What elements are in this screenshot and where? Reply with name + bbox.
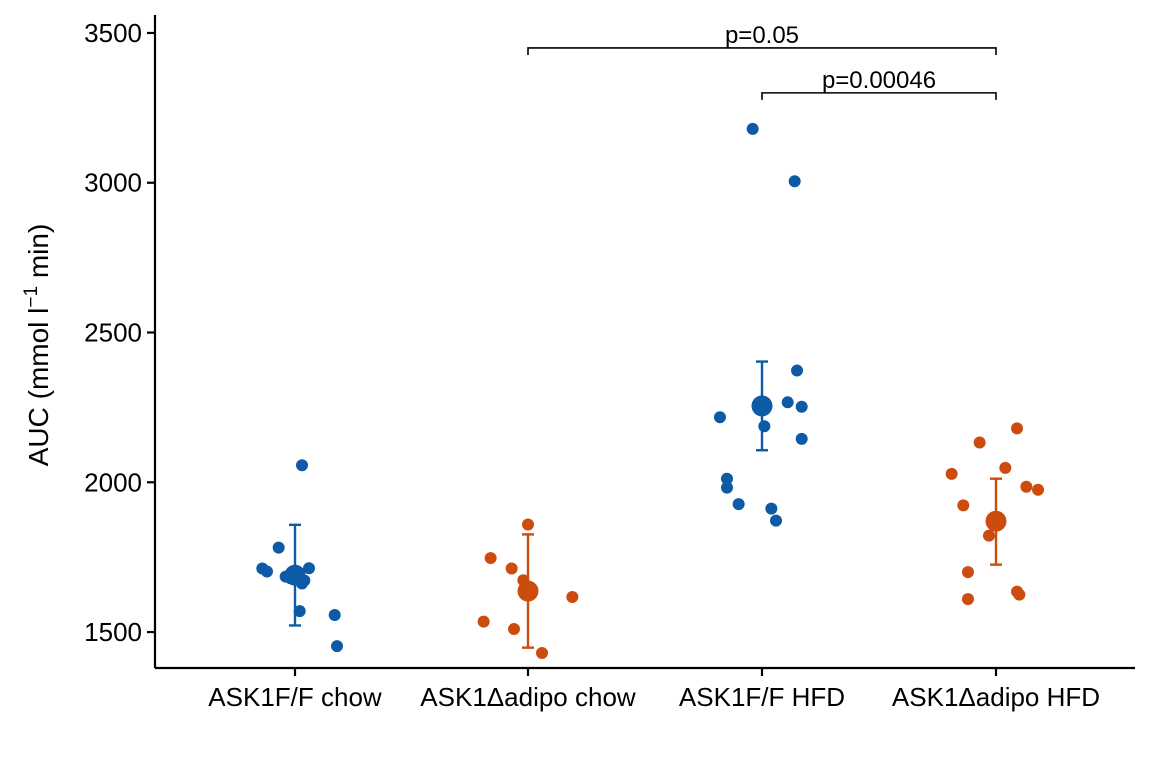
data-point xyxy=(505,562,518,575)
y-tick-label: 1500 xyxy=(84,617,142,647)
data-point xyxy=(758,420,771,433)
data-point xyxy=(566,591,579,604)
data-point xyxy=(795,400,808,413)
x-tick-label: ASK1F/F chow xyxy=(208,682,382,712)
y-axis-title-main: AUC (mmol l xyxy=(23,308,54,467)
data-point xyxy=(982,529,995,542)
x-tick-label: ASK1Δadipo HFD xyxy=(892,682,1100,712)
data-point xyxy=(293,605,306,618)
data-points xyxy=(256,122,1045,660)
y-tick-label: 3000 xyxy=(84,168,142,198)
x-tick-label: ASK1F/F HFD xyxy=(679,682,845,712)
data-point xyxy=(331,640,344,653)
data-point xyxy=(961,566,974,579)
significance-bracket xyxy=(527,47,997,55)
data-point xyxy=(1020,480,1033,493)
data-point xyxy=(746,122,759,135)
error-bars xyxy=(289,360,1002,649)
y-tick-label: 2500 xyxy=(84,318,142,348)
data-point xyxy=(791,364,804,377)
data-point xyxy=(973,436,986,449)
y-tick-label: 2000 xyxy=(84,467,142,497)
data-point xyxy=(477,615,490,628)
mean-point xyxy=(751,395,773,417)
data-point xyxy=(957,499,970,512)
mean-point xyxy=(284,564,306,586)
data-point xyxy=(713,411,726,424)
significance-brackets: p=0.05 p=0.00046 xyxy=(527,22,997,100)
data-point xyxy=(536,647,549,660)
data-point xyxy=(945,467,958,480)
p-value-label: p=0.05 xyxy=(725,22,799,49)
data-point xyxy=(720,472,733,485)
p-value-label: p=0.00046 xyxy=(822,67,936,94)
data-point xyxy=(961,593,974,606)
data-point xyxy=(522,518,534,531)
data-point xyxy=(260,565,273,578)
y-axis-title-exponent: −1 xyxy=(21,286,42,308)
y-axis-title-unit: min) xyxy=(23,224,54,286)
data-point xyxy=(781,396,794,409)
mean-markers xyxy=(284,395,1007,602)
axes: 1500 2000 2500 3000 3500 ASK1F/F chow ASK1Δadi… xyxy=(84,15,1135,712)
data-point xyxy=(720,481,733,494)
data-point xyxy=(272,541,285,554)
data-point xyxy=(770,514,783,527)
data-point xyxy=(1032,483,1045,496)
data-point xyxy=(303,562,316,575)
data-point xyxy=(1013,588,1026,601)
y-tick-label: 3500 xyxy=(84,18,142,48)
data-point xyxy=(732,498,745,511)
mean-point xyxy=(985,510,1007,532)
data-point xyxy=(795,432,808,445)
data-point xyxy=(484,552,497,565)
y-axis-title: AUC (mmol l−1 min) xyxy=(21,224,54,467)
data-point xyxy=(328,608,341,621)
x-tick-label: ASK1Δadipo chow xyxy=(420,682,636,712)
mean-point xyxy=(517,580,539,602)
data-point xyxy=(296,459,309,472)
data-point xyxy=(788,175,801,188)
data-point xyxy=(765,502,778,515)
data-point xyxy=(1011,422,1024,435)
significance-bracket xyxy=(761,92,997,100)
data-point xyxy=(999,461,1012,474)
data-point xyxy=(507,623,520,636)
